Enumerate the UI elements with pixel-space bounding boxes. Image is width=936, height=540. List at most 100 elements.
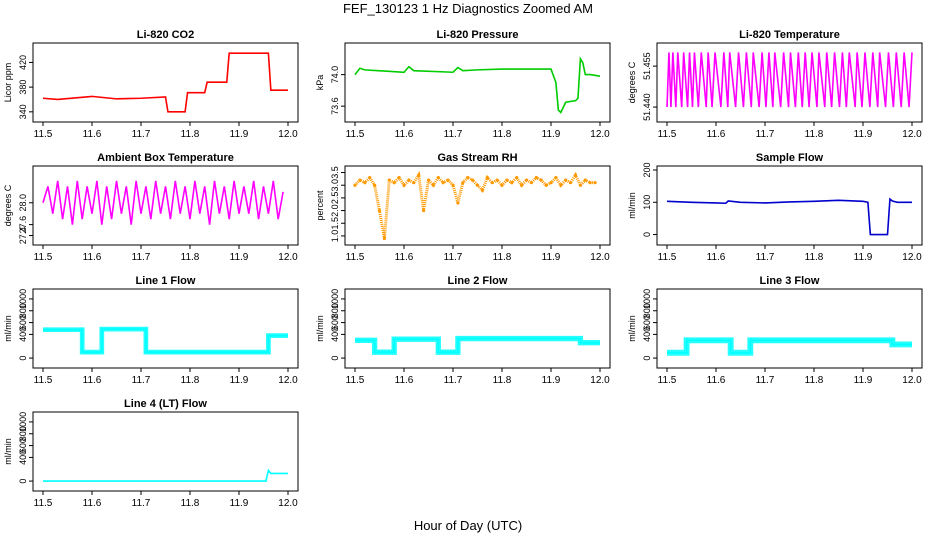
x-tick-label: 12.0 — [278, 498, 298, 509]
y-tick-label: 0 — [330, 356, 340, 361]
panel-title: Line 3 Flow — [760, 275, 820, 287]
y-tick-label: 1000 — [18, 412, 28, 432]
y-tick-label: 400 — [18, 327, 28, 342]
x-tick-label: 11.5 — [658, 129, 677, 140]
x-tick-label: 12.0 — [590, 375, 610, 386]
x-tick-label: 12.0 — [902, 129, 922, 140]
y-tick-label: 600 — [330, 315, 340, 330]
data-point — [392, 181, 396, 185]
series-band — [667, 337, 912, 356]
y-axis-label: percent — [315, 190, 325, 221]
panel-grid: Li-820 CO2 11.5 11.6 11.7 11.8 11.9 12.0 340 380… — [3, 29, 923, 509]
x-tick-label: 11.6 — [83, 375, 102, 386]
y-tick-label: 200 — [642, 162, 652, 177]
figure-x-axis-label: Hour of Day (UTC) — [414, 518, 522, 533]
panel-title: Li-820 Pressure — [437, 29, 519, 41]
y-tick-label: 1.5 — [330, 217, 340, 230]
data-point — [407, 178, 411, 182]
plot-frame — [656, 42, 923, 123]
x-tick-label: 11.7 — [132, 498, 151, 509]
series-line — [42, 180, 284, 225]
chart-panel: Li-820 CO2 11.5 11.6 11.7 11.8 11.9 12.0 340 380… — [3, 29, 299, 140]
x-tick-label: 11.7 — [756, 375, 775, 386]
data-point — [539, 178, 543, 182]
x-tick-label: 11.7 — [132, 375, 151, 386]
y-tick-label: 420 — [18, 55, 28, 70]
data-point — [564, 178, 568, 182]
chart-panel: Line 4 (LT) Flow 11.5 11.6 11.7 11.8 11.9 12.0… — [3, 398, 299, 509]
data-point — [549, 181, 553, 185]
panel-title: Li-820 Temperature — [739, 29, 840, 41]
x-tick-label: 11.8 — [181, 129, 200, 140]
data-point — [515, 176, 519, 180]
y-axis-label: Licor ppm — [3, 63, 13, 103]
y-tick-label: 74.0 — [330, 66, 340, 84]
data-point — [495, 178, 499, 182]
panel-title: Line 4 (LT) Flow — [124, 398, 207, 410]
plot-frame — [656, 288, 923, 369]
data-point — [583, 178, 587, 182]
x-tick-label: 11.5 — [346, 129, 365, 140]
x-tick-label: 11.8 — [805, 375, 824, 386]
y-tick-label: 600 — [18, 438, 28, 453]
x-tick-label: 12.0 — [278, 252, 298, 263]
x-tick-label: 11.9 — [230, 129, 249, 140]
y-tick-label: 400 — [18, 450, 28, 465]
x-tick-label: 11.5 — [346, 252, 365, 263]
x-tick-label: 11.8 — [493, 252, 512, 263]
y-tick-label: 0 — [18, 479, 28, 484]
x-tick-label: 11.6 — [83, 129, 102, 140]
series-line — [43, 328, 288, 353]
y-tick-label: 27.6 — [18, 216, 28, 234]
data-point — [368, 176, 372, 180]
y-tick-label: 3.5 — [330, 166, 340, 179]
panel-title: Sample Flow — [756, 152, 824, 164]
plot-frame — [32, 411, 299, 492]
data-point — [461, 181, 465, 185]
x-tick-label: 11.6 — [83, 498, 102, 509]
x-tick-label: 11.7 — [756, 129, 775, 140]
data-point — [422, 208, 426, 213]
panel-title: Line 2 Flow — [448, 275, 508, 287]
x-tick-label: 11.9 — [854, 375, 873, 386]
chart-panel: Line 1 Flow 11.5 11.6 11.7 11.8 11.9 12.0 0 4006… — [3, 275, 299, 386]
series-band — [355, 335, 600, 355]
y-axis-label: ml/min — [627, 315, 637, 342]
data-point — [397, 176, 401, 180]
x-tick-label: 11.9 — [542, 375, 561, 386]
plot-frame — [344, 42, 611, 123]
plot-frame — [32, 288, 299, 369]
series-line — [353, 170, 596, 239]
y-tick-label: 400 — [330, 327, 340, 342]
series-line — [666, 52, 913, 108]
plot-frame — [656, 165, 923, 246]
data-point — [475, 183, 480, 187]
data-point — [441, 181, 445, 185]
chart-panel: Ambient Box Temperature 11.5 11.6 11.7 11.8 1… — [3, 152, 299, 263]
y-tick-label: 1.0 — [330, 230, 340, 243]
x-tick-label: 11.9 — [854, 129, 873, 140]
chart-panel: Sample Flow 11.5 11.6 11.7 11.8 11.9 12.0 0 100 2… — [627, 152, 923, 263]
x-tick-label: 12.0 — [902, 252, 922, 263]
x-tick-label: 11.9 — [230, 375, 249, 386]
x-tick-label: 12.0 — [590, 129, 610, 140]
series-line — [43, 468, 288, 482]
data-point — [569, 181, 573, 185]
data-point — [353, 183, 357, 187]
x-tick-label: 12.0 — [278, 375, 298, 386]
data-point — [510, 181, 514, 185]
panel-title: Ambient Box Temperature — [97, 152, 234, 164]
data-point — [505, 178, 509, 182]
y-tick-label: 0 — [18, 356, 28, 361]
data-point — [520, 183, 524, 187]
data-point — [480, 188, 484, 192]
y-tick-label: 340 — [18, 104, 28, 119]
x-tick-label: 11.5 — [658, 375, 677, 386]
y-tick-label: 100 — [642, 195, 652, 210]
y-axis-label: ml/min — [3, 438, 13, 465]
y-tick-label: 1000 — [330, 289, 340, 309]
y-tick-label: 800 — [642, 303, 652, 318]
x-tick-label: 11.9 — [230, 498, 249, 509]
data-point — [529, 181, 534, 185]
y-axis-label: kPa — [315, 75, 325, 91]
